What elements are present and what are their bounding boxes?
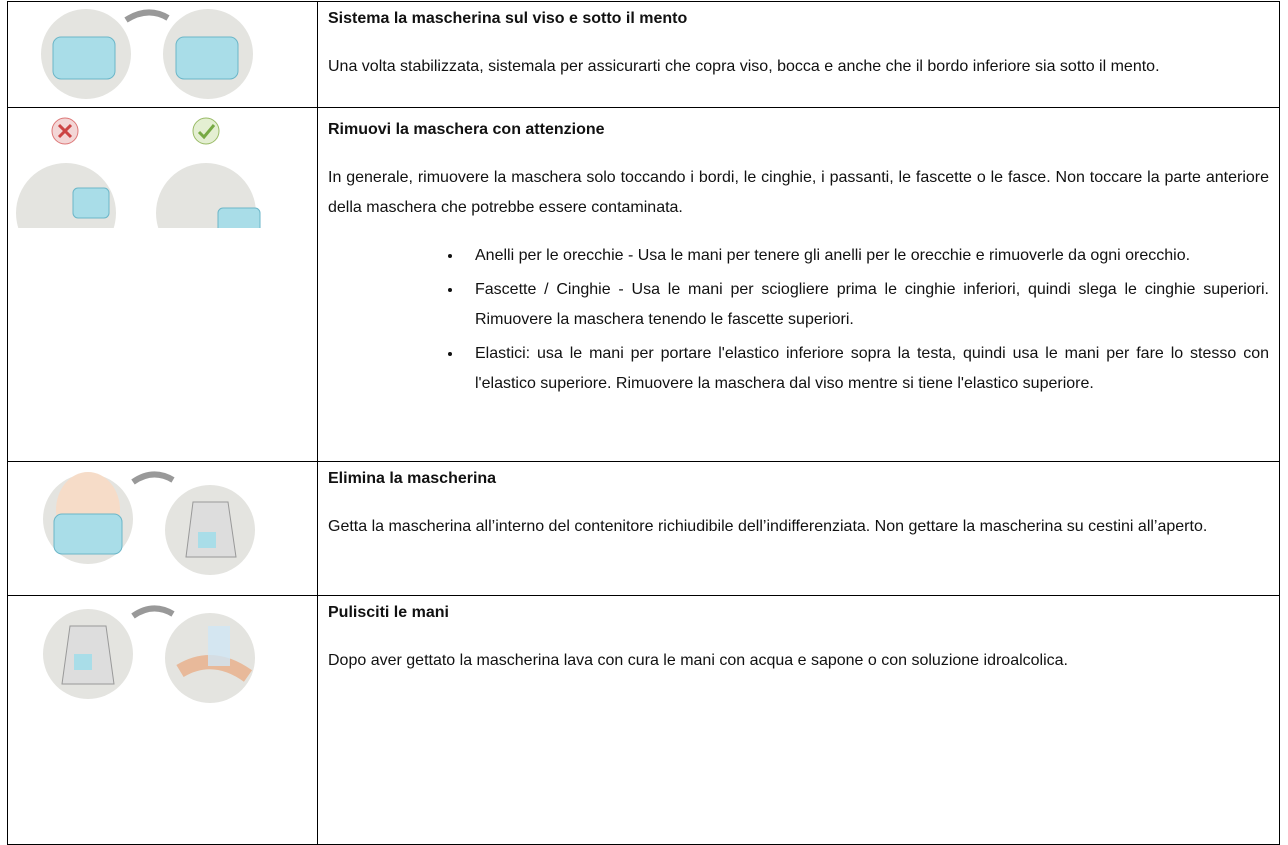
illustration	[16, 117, 261, 263]
step-title: Sistema la mascherina sul viso e sotto i…	[328, 10, 688, 27]
step-title: Elimina la mascherina	[328, 470, 497, 487]
text-cell: Elimina la mascherina Getta la mascherin…	[317, 461, 1280, 596]
row: Sistema la mascherina sul viso e sotto i…	[7, 1, 1280, 108]
illustration-cell	[7, 107, 318, 462]
paragraph: In generale, rimuovere la maschera solo …	[328, 169, 1269, 216]
illustration-cell	[7, 595, 318, 845]
illustration	[41, 9, 253, 99]
bullet-item: Fascette / Cinghie - Usa le mani per sci…	[463, 275, 1269, 335]
illustration	[43, 471, 255, 575]
paragraph: Una volta stabilizzata, sistemala per as…	[328, 58, 1160, 75]
bullet-list: Anelli per le orecchie - Usa le mani per…	[328, 241, 1269, 399]
bullet-item: Elastici: usa le mani per portare l'elas…	[463, 339, 1269, 399]
document: Sistema la mascherina sul viso e sotto i…	[7, 1, 1280, 845]
illustration	[43, 605, 255, 703]
text-cell: Sistema la mascherina sul viso e sotto i…	[317, 1, 1280, 108]
paragraph: Dopo aver gettato la mascherina lava con…	[328, 652, 1068, 669]
bullet-item: Anelli per le orecchie - Usa le mani per…	[463, 241, 1269, 271]
instruction-table: Sistema la mascherina sul viso e sotto i…	[7, 1, 1280, 845]
illustration-cell	[7, 461, 318, 596]
step-title: Rimuovi la maschera con attenzione	[328, 121, 605, 138]
text-cell: Pulisciti le mani Dopo aver gettato la m…	[317, 595, 1280, 845]
step-title: Pulisciti le mani	[328, 604, 449, 621]
row: Pulisciti le mani Dopo aver gettato la m…	[7, 595, 1280, 845]
text-cell: Rimuovi la maschera con attenzione In ge…	[317, 107, 1280, 462]
paragraph: Getta la mascherina all’interno del cont…	[328, 518, 1208, 535]
row: Rimuovi la maschera con attenzione In ge…	[7, 107, 1280, 462]
illustration-cell	[7, 1, 318, 108]
row: Elimina la mascherina Getta la mascherin…	[7, 461, 1280, 596]
